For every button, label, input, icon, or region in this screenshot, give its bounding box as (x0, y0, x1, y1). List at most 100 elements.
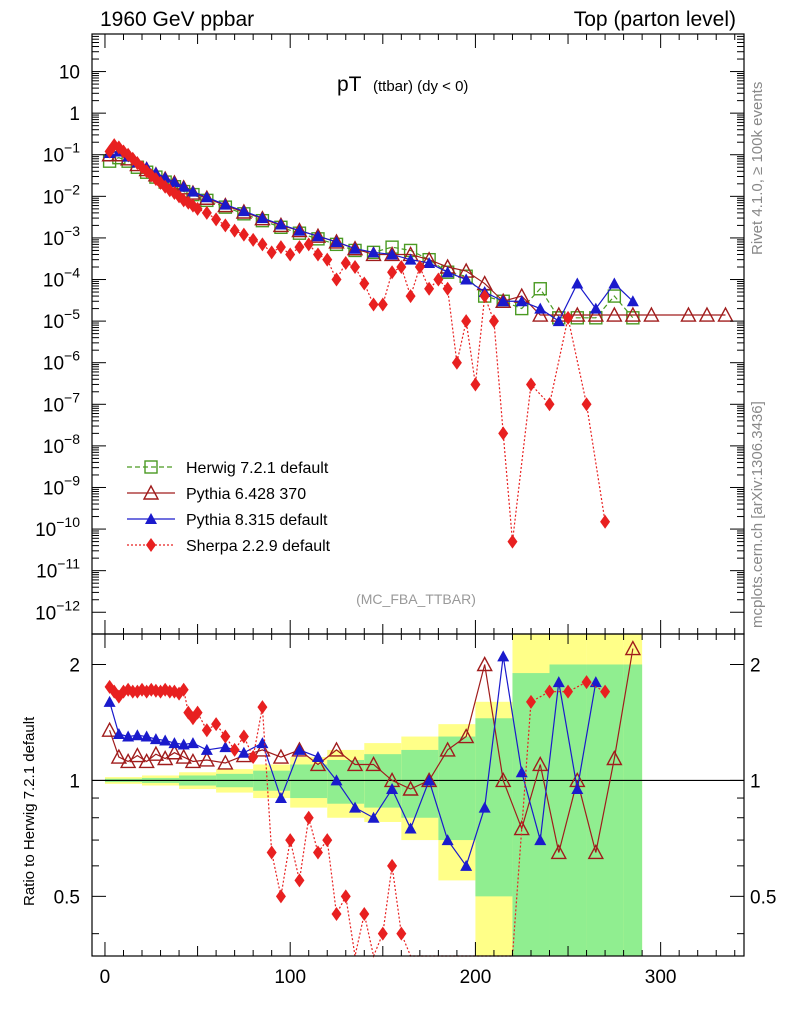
ratio-point-0 (402, 780, 419, 796)
ratio-point-1 (186, 737, 199, 749)
y-tick-label: 10−8 (43, 431, 80, 458)
data-point-3 (396, 259, 407, 274)
data-point-2 (626, 295, 639, 307)
data-point-1 (235, 203, 253, 219)
ratio-point-0 (217, 754, 234, 770)
rivet-side-label: Rivet 4.1.0, ≥ 100k events (749, 82, 766, 255)
x-tick-label: 100 (274, 967, 306, 988)
ratio-point-0 (495, 771, 512, 788)
series-line-0 (109, 157, 634, 319)
ratio-point-0 (291, 741, 308, 757)
ratio-point-2 (303, 810, 314, 825)
data-point-1 (606, 306, 623, 322)
ratio-point-0 (365, 756, 382, 772)
x-tick-label: 300 (645, 967, 677, 988)
ratio-point-0 (184, 752, 202, 769)
data-point-3 (303, 237, 314, 252)
ratio-point-0 (439, 741, 456, 757)
stat-band-green (512, 673, 550, 956)
data-point-3 (285, 247, 296, 262)
ratio-point-2 (229, 742, 240, 757)
legend-label: Sherpa 2.2.9 default (186, 538, 331, 555)
ratio-y-tick-label: 1 (69, 771, 80, 792)
data-point-1 (680, 306, 697, 322)
ratio-y-tick-label-right: 2 (750, 655, 761, 676)
ratio-point-0 (110, 748, 128, 764)
y-tick-label: 10−10 (35, 514, 80, 541)
data-point-3 (211, 212, 222, 227)
y-tick-label: 10−6 (43, 348, 80, 375)
data-point-1 (624, 306, 642, 322)
ratio-point-2 (248, 750, 259, 765)
data-point-1 (587, 306, 604, 322)
data-point-0 (607, 289, 622, 303)
y-tick-label: 10−1 (43, 140, 80, 167)
plot-title: pT (ttbar) (dy < 0) (337, 73, 468, 96)
ratio-point-0 (138, 752, 155, 769)
ratio-point-0 (532, 756, 549, 772)
ratio-point-2 (581, 675, 592, 690)
y-tick-label: 10 (59, 63, 80, 84)
data-point-3 (220, 218, 231, 233)
y-tick-label: 1 (69, 104, 80, 125)
ratio-point-2 (600, 684, 611, 699)
ratio-point-1 (159, 734, 172, 746)
data-point-1 (217, 197, 234, 213)
data-point-2 (423, 256, 436, 268)
ratio-point-1 (149, 733, 162, 745)
ratio-point-0 (420, 771, 438, 788)
ratio-point-1 (478, 801, 491, 813)
legend-marker (142, 484, 160, 500)
data-point-3 (563, 310, 574, 325)
data-point-3 (461, 314, 472, 329)
legend: Herwig 7.2.1 default Pythia 6.428 370 Pyth… (127, 460, 331, 555)
ratio-point-1 (404, 822, 417, 834)
data-point-2 (515, 295, 528, 307)
data-point-2 (177, 180, 190, 192)
y-tick-label: 10−12 (35, 597, 80, 624)
header-left-text: 1960 GeV ppbar (100, 8, 254, 31)
stat-band-green (586, 664, 624, 956)
data-point-3 (525, 377, 536, 392)
ratio-point-0 (147, 745, 165, 761)
data-point-1 (717, 306, 734, 322)
header-right-text: Top (parton level) (574, 8, 736, 31)
ratio-point-2 (211, 717, 222, 732)
data-point-3 (192, 201, 203, 216)
ratio-point-0 (272, 748, 290, 764)
ratio-point-1 (103, 695, 116, 707)
stat-band-green (290, 764, 328, 799)
data-point-0 (626, 311, 640, 325)
ratio-point-2 (331, 906, 342, 921)
ratio-point-1 (515, 766, 528, 778)
data-point-2 (349, 242, 362, 254)
ratio-point-2 (396, 926, 407, 941)
ratio-point-1 (168, 737, 181, 749)
data-point-1 (698, 306, 716, 322)
series-line-2 (109, 150, 634, 322)
data-point-3 (257, 237, 268, 252)
data-point-3 (201, 205, 212, 220)
ratio-point-0 (476, 656, 493, 672)
ratio-point-2 (275, 889, 286, 904)
ratio-y-tick-label: 0.5 (54, 887, 80, 908)
data-point-2 (608, 277, 621, 289)
x-tick-label: 200 (460, 967, 492, 988)
ratio-point-1 (237, 746, 250, 758)
ratio-point-0 (457, 728, 475, 744)
data-point-2 (571, 277, 584, 289)
data-point-3 (294, 240, 305, 255)
data-point-2 (441, 266, 454, 278)
plot-title-main: pT (337, 73, 362, 96)
ratio-point-0 (550, 843, 567, 860)
ratio-point-2 (266, 845, 277, 860)
legend-marker (146, 538, 156, 552)
data-point-2 (293, 224, 306, 236)
ratio-point-2 (238, 729, 249, 744)
ratio-point-1 (256, 737, 269, 749)
data-point-2 (200, 191, 213, 203)
ratio-point-2 (178, 682, 189, 697)
data-point-2 (460, 273, 473, 285)
data-point-0 (533, 282, 547, 296)
data-point-3 (433, 272, 444, 287)
